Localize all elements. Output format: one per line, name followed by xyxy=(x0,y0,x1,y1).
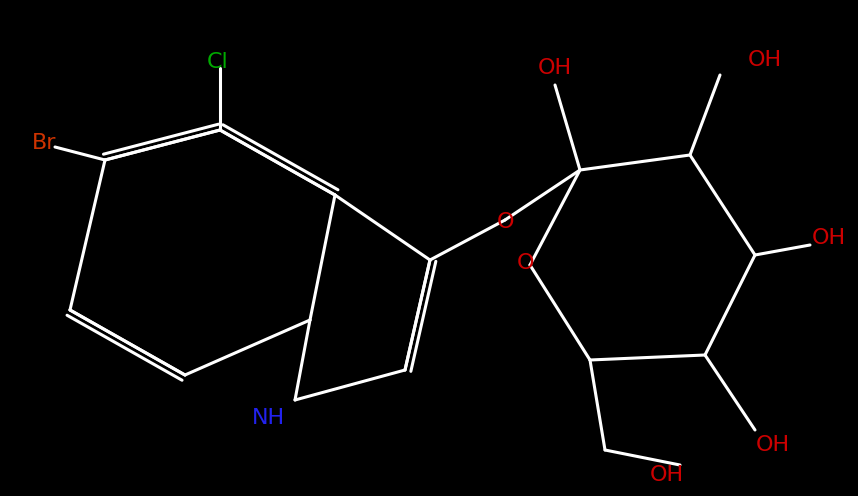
Text: O: O xyxy=(498,212,515,232)
Text: OH: OH xyxy=(756,435,790,455)
Text: OH: OH xyxy=(812,228,846,248)
Text: Cl: Cl xyxy=(207,52,229,72)
Text: OH: OH xyxy=(748,50,782,70)
Text: O: O xyxy=(517,253,535,273)
Text: OH: OH xyxy=(538,58,572,78)
Text: Br: Br xyxy=(32,133,57,153)
Text: OH: OH xyxy=(650,465,684,485)
Text: NH: NH xyxy=(251,408,285,428)
